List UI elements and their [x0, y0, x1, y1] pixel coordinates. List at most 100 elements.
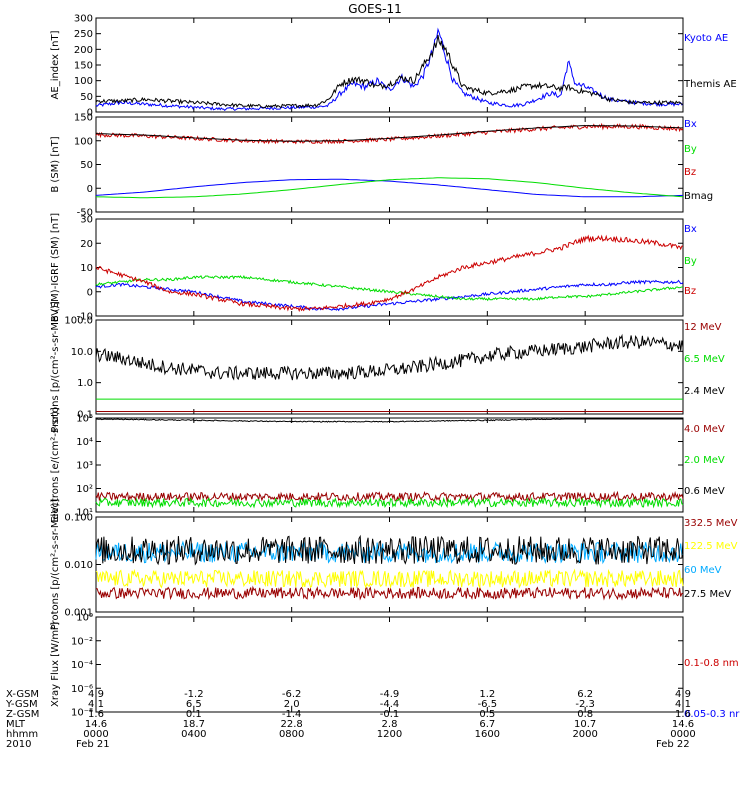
y-tick-label: 10⁻⁶: [71, 684, 93, 695]
x-info-value: -1.2: [184, 689, 204, 700]
x-info-value: 0.8: [577, 709, 593, 720]
x-info-value: 1600: [475, 729, 500, 740]
x-info-value: 4.9: [88, 689, 104, 700]
legend-label: 4.0 MeV: [684, 424, 725, 435]
x-info-value: Feb 22: [656, 739, 690, 750]
x-info-row-label: hhmm: [6, 729, 38, 740]
legend-label: By: [684, 256, 697, 267]
y-tick-label: 10⁴: [76, 437, 93, 448]
x-info-value: 1.2: [479, 689, 495, 700]
series-line-1-1: [95, 27, 684, 111]
y-tick-label: 0.100: [64, 513, 93, 524]
y-tick-label: 300: [74, 14, 93, 25]
panel-frame: [95, 17, 684, 113]
y-tick-label: 0: [87, 108, 93, 119]
legend-label: 6.5 MeV: [684, 354, 725, 365]
x-info-value: -6.5: [478, 699, 498, 710]
series-line-3-3: [95, 234, 683, 313]
x-info-value: 6.7: [479, 719, 495, 730]
legend-label: By: [684, 144, 697, 155]
y-axis-label: Protons [p/(cm²-s-sr-MeV)]: [50, 499, 61, 631]
y-tick-label: 10⁰: [76, 613, 93, 624]
y-axis-label: AE_index [nT]: [50, 30, 61, 99]
x-info-value: -4.4: [380, 699, 400, 710]
series-line-5-2: [95, 496, 684, 509]
series-line-3-1: [95, 279, 684, 312]
x-info-value: 0400: [181, 729, 206, 740]
series-line-6-1: [96, 585, 684, 601]
y-tick-label: 10⁻⁸: [71, 708, 93, 719]
x-info-row-label: MLT: [6, 719, 26, 730]
x-info-row-label: X-GSM: [6, 689, 39, 700]
panel-frame: [95, 516, 684, 613]
series-line-1-2: [95, 34, 683, 109]
x-info-row-label: Z-GSM: [6, 709, 39, 720]
x-info-row-label: Y-GSM: [5, 699, 38, 710]
x-info-value: 1.6: [88, 709, 104, 720]
x-info-value: 0000: [670, 729, 695, 740]
x-info-value: 0.5: [479, 709, 495, 720]
panel-3: -10 0 10 20 30 B (SM)-IGRF (SM) [nT] Bx By Bz: [50, 213, 697, 323]
y-tick-label: 100: [74, 76, 93, 87]
series-line-5-3: [95, 418, 683, 423]
y-tick-label: 100: [74, 136, 93, 147]
y-tick-label: 10⁵: [76, 414, 93, 425]
legend-label: Bx: [684, 119, 697, 130]
panel-frame: [95, 116, 684, 213]
y-axis-label: Electrons [e/(cm²-s-sr)]: [50, 407, 61, 523]
x-info-value: 0.1: [186, 709, 202, 720]
series-line-6-4: [95, 534, 684, 566]
panel-frame: [95, 319, 684, 415]
y-axis-label: B (SM)-IGRF (SM) [nT]: [50, 213, 61, 322]
y-tick-label: 0.010: [64, 560, 93, 571]
y-tick-label: 10: [80, 263, 93, 274]
legend-label: Bmag: [684, 191, 713, 202]
y-axis-label: Protons [p/(cm²-s-sr-MeV)]: [50, 301, 61, 433]
y-tick-label: 30: [80, 215, 93, 226]
x-info-value: -2.3: [575, 699, 595, 710]
x-info-value: 2.0: [284, 699, 300, 710]
y-tick-label: 0: [87, 184, 93, 195]
legend-label: 0.6 MeV: [684, 486, 725, 497]
legend-label: 27.5 MeV: [684, 589, 731, 600]
legend-label: 12 MeV: [684, 322, 722, 333]
series-line-2-4: [95, 125, 684, 142]
y-tick-label: 10⁻⁴: [71, 660, 93, 671]
x-info-value: 4.1: [88, 699, 104, 710]
y-tick-label: 1.0: [77, 378, 93, 389]
x-info-value: 1200: [377, 729, 402, 740]
y-axis-label: B (SM) [nT]: [50, 136, 61, 192]
x-info-value: 14.6: [85, 719, 107, 730]
x-info-value: 4.9: [675, 689, 691, 700]
x-info-value: -4.9: [380, 689, 400, 700]
legend-label: 0.1-0.8 nm: [684, 658, 739, 669]
legend-label: 60 MeV: [684, 565, 722, 576]
x-info-value: 2000: [572, 729, 597, 740]
y-tick-label: 50: [80, 92, 93, 103]
y-tick-label: 10²: [76, 484, 93, 495]
series-line-2-2: [95, 177, 684, 199]
x-info-value: 0000: [83, 729, 108, 740]
y-tick-label: 0.001: [64, 608, 93, 619]
legend-label: 332.5 MeV: [684, 518, 738, 529]
x-info-value: -6.2: [282, 689, 302, 700]
series-line-4-3: [95, 333, 684, 381]
panel-frame: [95, 218, 684, 317]
y-tick-label: 0: [87, 287, 93, 298]
x-info-value: -0.1: [380, 709, 400, 720]
panel-5: 10¹ 10² 10³ 10⁴ 10⁵ Electrons [e/(cm²-s-sr)] 4…: [50, 407, 725, 523]
legend-label: Bz: [684, 167, 696, 178]
y-tick-label: 250: [74, 29, 93, 40]
legend-label: 122.5 MeV: [684, 541, 738, 552]
x-info-value: 18.7: [183, 719, 205, 730]
legend-label: Bz: [684, 286, 696, 297]
x-info-row-label: 2010: [6, 739, 31, 750]
x-info-value: 14.6: [672, 719, 694, 730]
x-info-value: 22.8: [281, 719, 303, 730]
y-tick-label: 10⁻²: [71, 636, 93, 647]
panel-2: -50 0 50 100 150 B (SM) [nT] Bx By Bz Bmag: [50, 113, 713, 219]
legend-label: 2.4 MeV: [684, 386, 725, 397]
x-info-value: 1.6: [675, 709, 691, 720]
